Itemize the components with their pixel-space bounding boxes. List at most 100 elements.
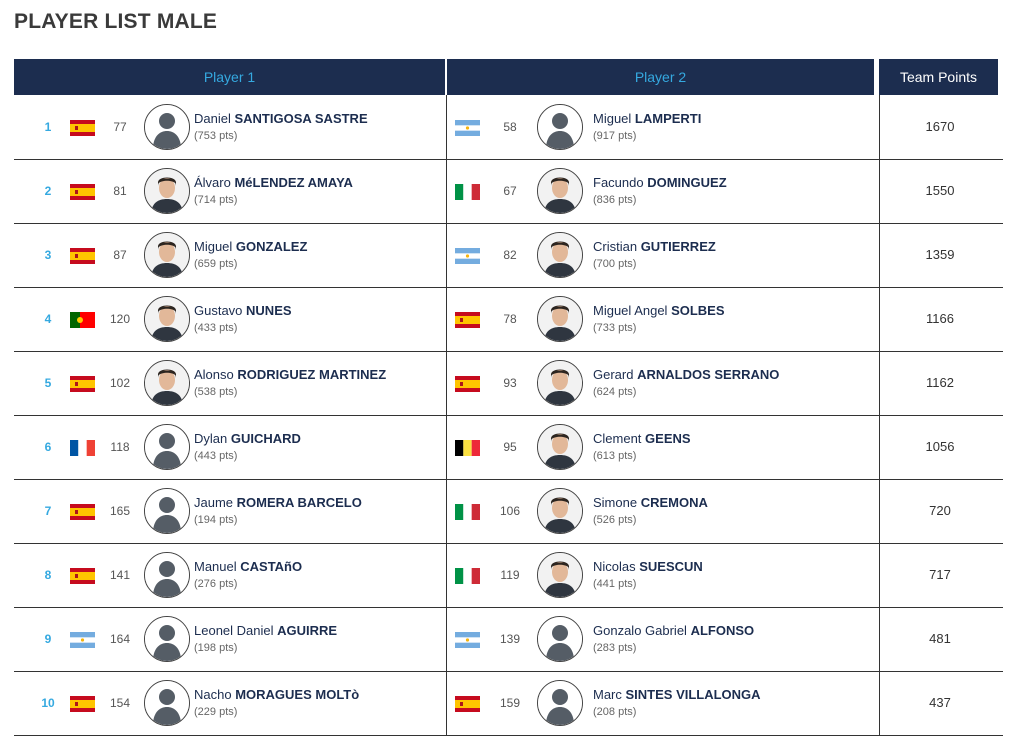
player-avatar[interactable] [144,552,190,598]
player-rank: 141 [109,568,131,582]
player-name-link[interactable]: Daniel SANTIGOSA SASTRE [194,111,368,126]
team-points: 1550 [879,159,1000,223]
player-name-link[interactable]: Gustavo NUNES [194,303,292,318]
player-first-name: Marc [593,687,626,702]
player-name-link[interactable]: Dylan GUICHARD [194,431,301,446]
player-name-link[interactable]: Leonel Daniel AGUIRRE [194,623,337,638]
player-first-name: Facundo [593,175,648,190]
player-last-name: GUTIERREZ [640,239,716,254]
team-points: 1359 [879,223,1000,287]
player-avatar[interactable] [144,616,190,662]
player-avatar[interactable] [537,104,583,150]
player-rank: 95 [503,440,517,454]
player-points: (229 pts) [194,706,238,718]
player-name-link[interactable]: Miguel LAMPERTI [593,111,701,126]
player-avatar[interactable] [537,552,583,598]
player-avatar[interactable] [537,296,583,342]
header-player-2: Player 2 [447,59,874,95]
player-name-link[interactable]: Miguel Angel SOLBES [593,303,725,318]
flag-icon [455,568,480,584]
row-number: 3 [44,248,52,262]
player-rank: 78 [503,312,517,326]
player-avatar[interactable] [537,168,583,214]
player-first-name: Alonso [194,367,238,382]
player-first-name: Miguel [593,111,635,126]
row-number: 5 [44,376,52,390]
player-avatar[interactable] [144,360,190,406]
player-name-link[interactable]: Gonzalo Gabriel ALFONSO [593,623,754,638]
player-points: (283 pts) [593,642,637,654]
player-first-name: Miguel [194,239,236,254]
player-rank: 58 [503,120,517,134]
player-rank: 82 [503,248,517,262]
player-last-name: CASTAñO [240,559,303,574]
player-avatar[interactable] [537,232,583,278]
player-last-name: ALFONSO [690,623,755,638]
player-rank: 139 [499,632,521,646]
player-name-link[interactable]: Marc SINTES VILLALONGA [593,687,761,702]
flag-icon [70,504,95,520]
player-first-name: Daniel [194,111,235,126]
player-last-name: LAMPERTI [634,111,702,126]
flag-icon [455,696,480,712]
column-divider [446,479,447,543]
player-avatar[interactable] [144,488,190,534]
table-row: 3 87 Miguel GONZALEZ (659 pts) 82 Cristian GU… [14,223,1003,288]
table-row: 1 77 Daniel SANTIGOSA SASTRE (753 pts) 58 Mig… [14,95,1003,160]
player-last-name: GONZALEZ [235,239,308,254]
flag-icon [455,376,480,392]
table-row: 6 118 Dylan GUICHARD (443 pts) 95 Clement GEE… [14,415,1003,480]
player-avatar[interactable] [144,680,190,726]
player-avatar[interactable] [144,104,190,150]
player-avatar[interactable] [537,488,583,534]
player-last-name: MORAGUES MOLTò [235,687,360,702]
player-rank: 102 [109,376,131,390]
player-last-name: SANTIGOSA SASTRE [234,111,368,126]
flag-icon [70,632,95,648]
player-avatar[interactable] [537,680,583,726]
player-name-link[interactable]: Nacho MORAGUES MOLTò [194,687,359,702]
player-avatar[interactable] [537,424,583,470]
player-points: (194 pts) [194,514,238,526]
flag-icon [455,504,480,520]
flag-icon [70,440,95,456]
player-name-link[interactable]: Álvaro MéLENDEZ AMAYA [194,175,353,190]
player-avatar[interactable] [144,232,190,278]
flag-icon [70,120,95,136]
flag-icon [455,184,480,200]
player-name-link[interactable]: Manuel CASTAñO [194,559,302,574]
player-name-link[interactable]: Cristian GUTIERREZ [593,239,716,254]
player-points: (276 pts) [194,578,238,590]
player-avatar[interactable] [144,424,190,470]
row-number: 2 [44,184,52,198]
row-number: 6 [44,440,52,454]
flag-icon [70,248,95,264]
flag-icon [455,120,480,136]
column-divider [446,95,447,159]
player-name-link[interactable]: Miguel GONZALEZ [194,239,307,254]
player-name-link[interactable]: Simone CREMONA [593,495,708,510]
player-name-link[interactable]: Jaume ROMERA BARCELO [194,495,362,510]
player-avatar[interactable] [537,360,583,406]
row-number: 4 [44,312,52,326]
player-name-link[interactable]: Nicolas SUESCUN [593,559,703,574]
table-row: 5 102 Alonso RODRIGUEZ MARTINEZ (538 pts) 93… [14,351,1003,416]
player-name-link[interactable]: Facundo DOMINGUEZ [593,175,727,190]
player-last-name: SINTES VILLALONGA [625,687,761,702]
player-name-link[interactable]: Clement GEENS [593,431,691,446]
player-points: (836 pts) [593,194,637,206]
player-name-link[interactable]: Alonso RODRIGUEZ MARTINEZ [194,367,386,382]
player-first-name: Manuel [194,559,241,574]
player-points: (714 pts) [194,194,238,206]
player-name-link[interactable]: Gerard ARNALDOS SERRANO [593,367,779,382]
player-avatar[interactable] [144,168,190,214]
player-last-name: GUICHARD [230,431,301,446]
flag-icon [455,248,480,264]
column-divider [446,287,447,351]
player-first-name: Nacho [194,687,236,702]
player-last-name: ROMERA BARCELO [236,495,362,510]
player-avatar[interactable] [144,296,190,342]
player-avatar[interactable] [537,616,583,662]
player-first-name: Miguel Angel [593,303,672,318]
player-rank: 81 [113,184,127,198]
